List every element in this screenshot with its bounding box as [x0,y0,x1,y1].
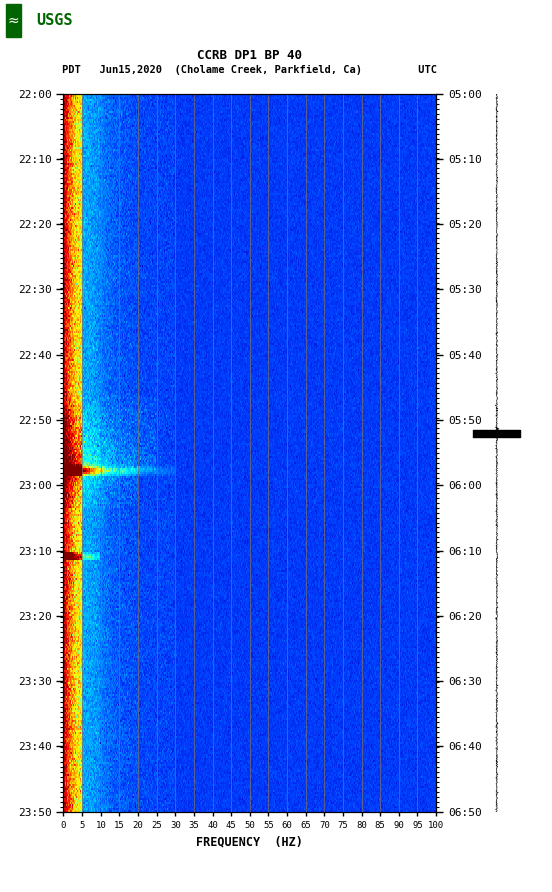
X-axis label: FREQUENCY  (HZ): FREQUENCY (HZ) [197,835,303,848]
Bar [6,4,21,37]
Text: ≈: ≈ [7,13,19,28]
Text: CCRB DP1 BP 40: CCRB DP1 BP 40 [197,49,302,62]
Text: USGS: USGS [36,13,73,28]
Text: PDT   Jun15,2020  (Cholame Creek, Parkfield, Ca)         UTC: PDT Jun15,2020 (Cholame Creek, Parkfield… [62,65,437,76]
